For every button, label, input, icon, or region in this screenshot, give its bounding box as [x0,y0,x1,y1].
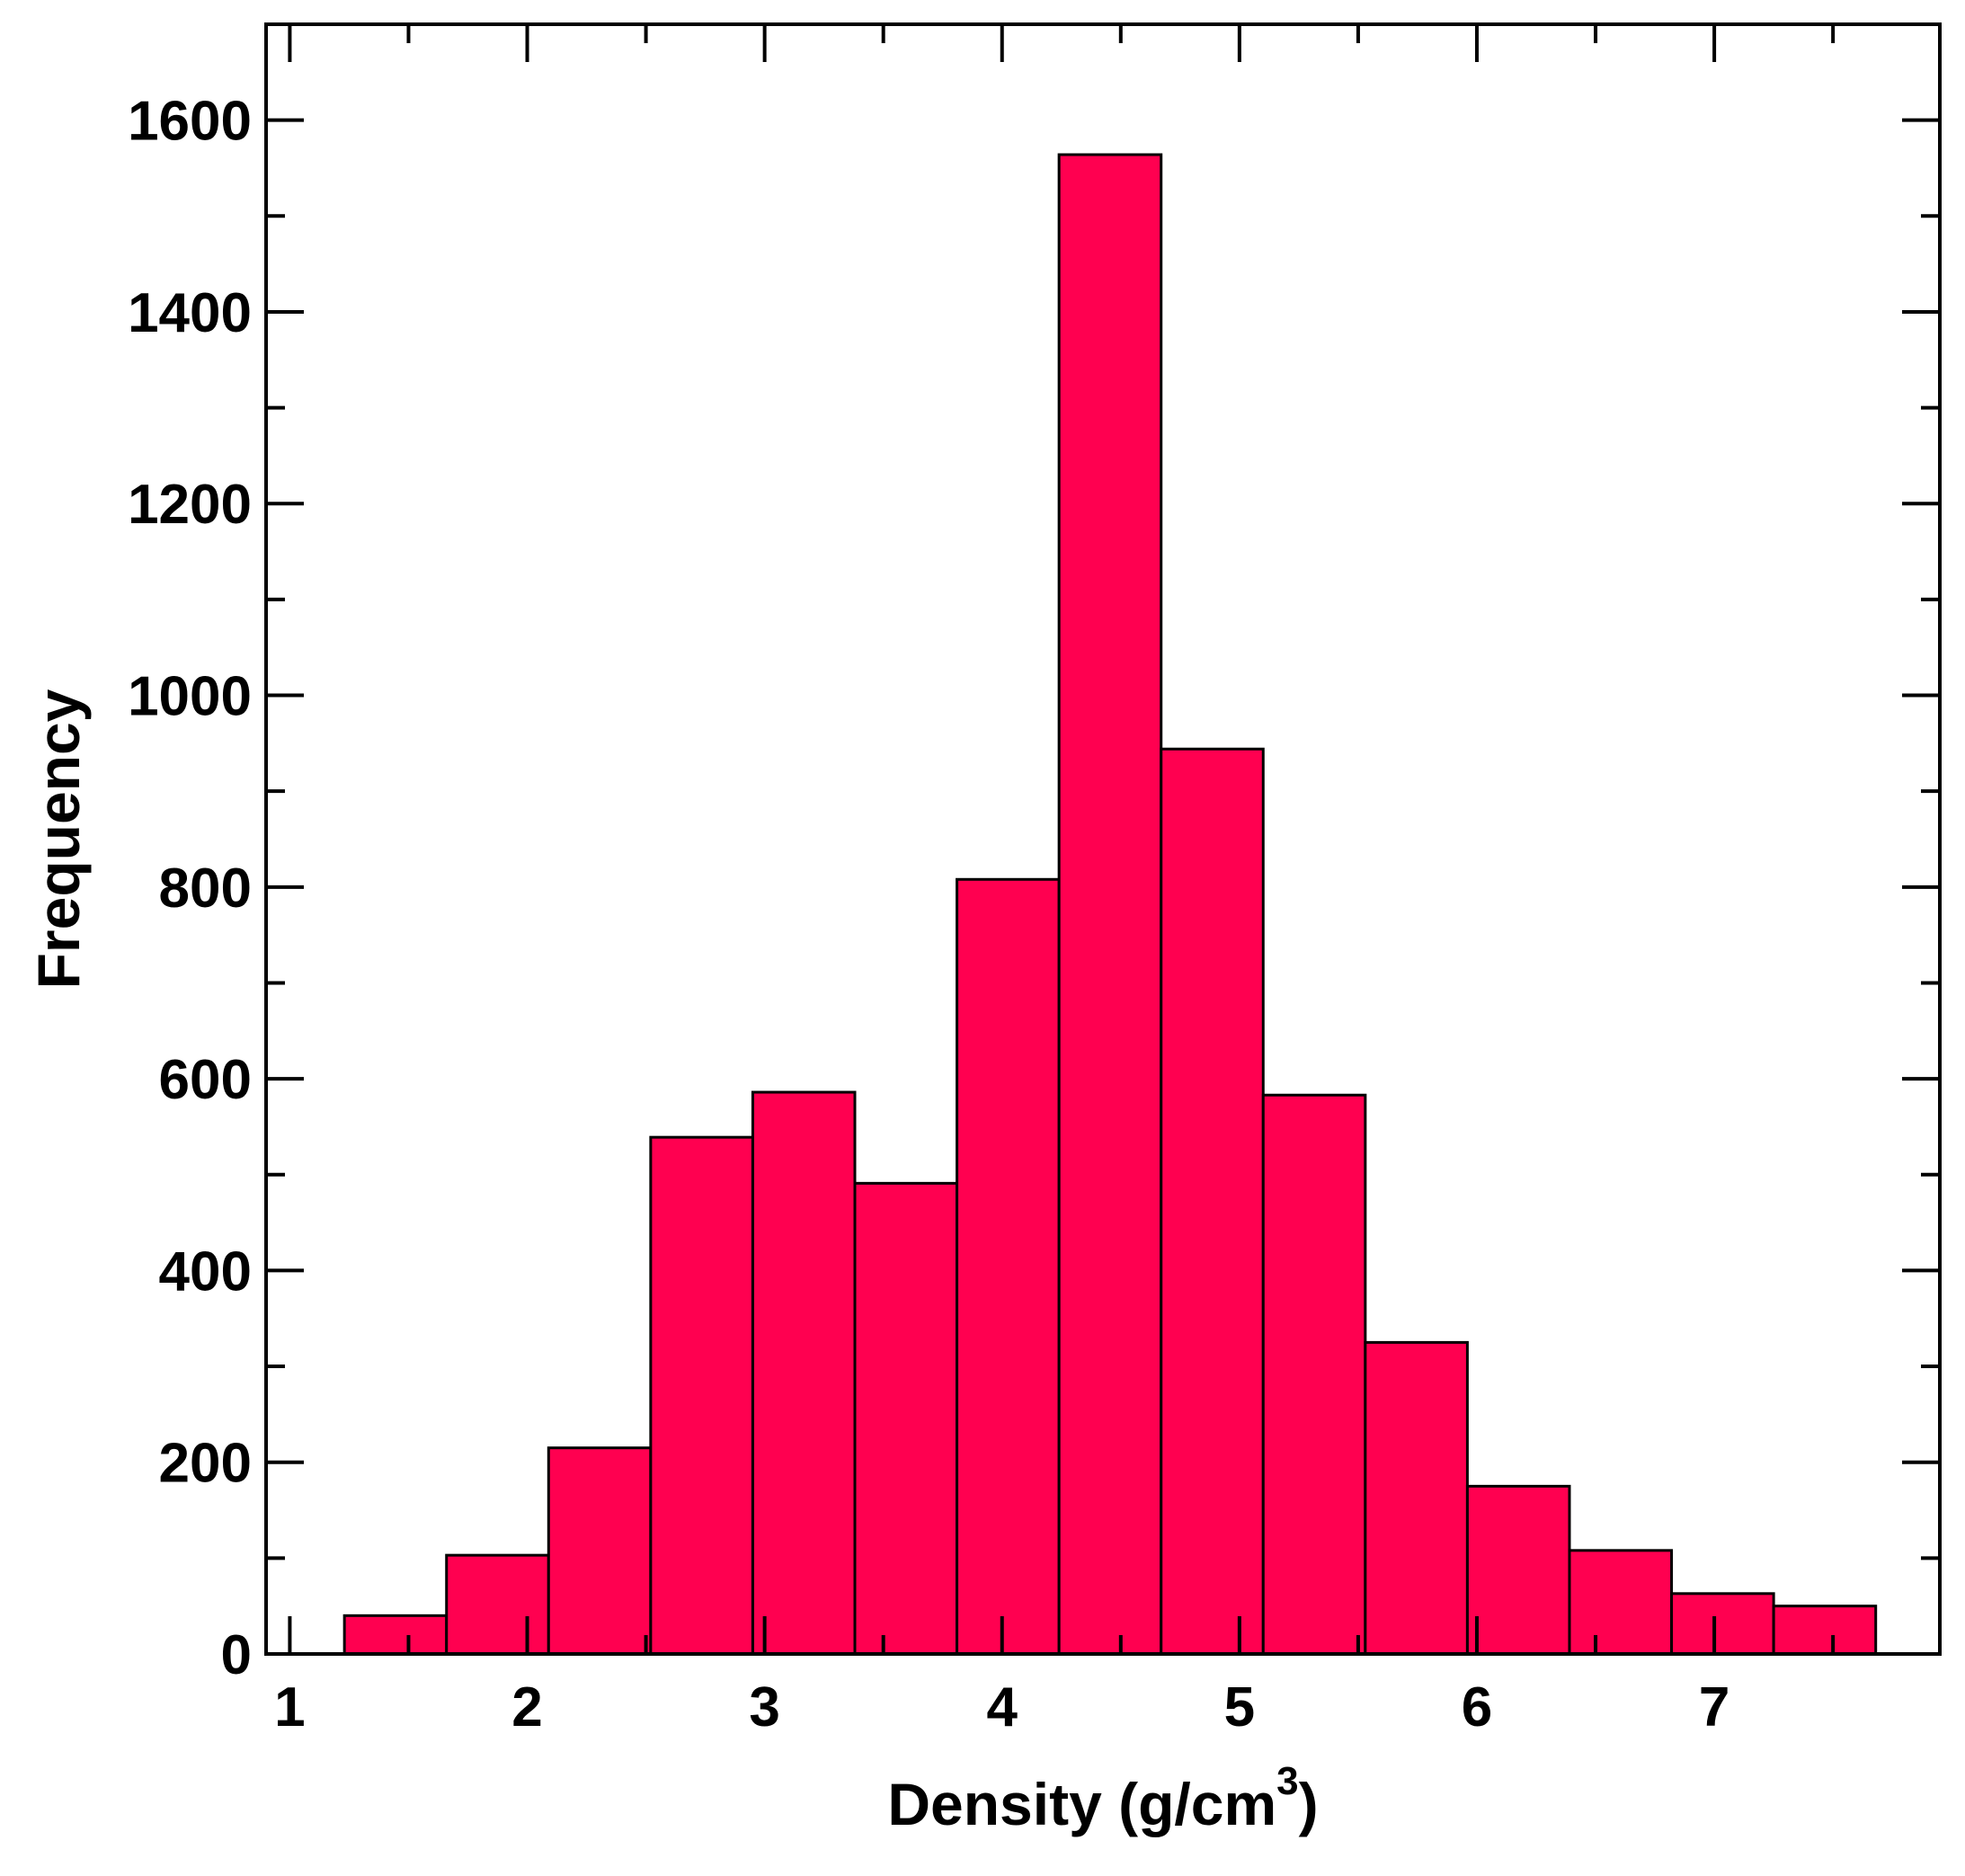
y-tick-label: 1600 [128,91,252,153]
histogram-bar-2 [445,1553,550,1656]
plot-frame [264,22,1942,1656]
histogram-bar-3 [547,1446,653,1656]
y-tick-label: 1000 [128,666,252,728]
y-tick-label: 0 [221,1624,252,1686]
histogram-bar-9 [1160,747,1265,1656]
x-axis-label: Density (g/cm3) [887,1759,1318,1837]
y-tick-labels: 0 200 400 600 800 1000 1200 1400 1600 [128,91,252,1686]
histogram-bar-15 [1772,1605,1878,1656]
histogram-bar-10 [1261,1093,1367,1656]
histogram-bar-11 [1364,1340,1469,1656]
y-axis-label: Frequency [25,689,92,989]
y-tick-label: 1400 [128,282,252,344]
histogram-bar-13 [1568,1549,1674,1656]
x-tick-label: 3 [749,1676,779,1738]
x-tick-label: 2 [511,1676,542,1738]
y-tick-label: 1200 [128,474,252,536]
x-axis-label-main: Density (g/cm [887,1771,1276,1837]
histogram-bar-12 [1465,1484,1571,1656]
y-tick-label: 600 [159,1049,252,1111]
ticks-group [266,24,1940,1656]
x-tick-label: 7 [1699,1676,1729,1738]
y-tick-label: 200 [159,1433,252,1495]
histogram-bar-14 [1670,1592,1775,1656]
histogram-bar-4 [649,1135,754,1656]
x-tick-labels: 1 2 3 4 5 6 7 [274,1676,1729,1738]
y-tick-label: 800 [159,858,252,920]
histogram-bar-8 [1057,153,1163,1656]
histogram-bar-5 [751,1090,857,1656]
x-tick-label: 5 [1224,1676,1255,1738]
x-tick-label: 6 [1462,1676,1492,1738]
y-tick-label: 400 [159,1240,252,1303]
histogram-bar-6 [853,1181,959,1656]
x-tick-label: 1 [274,1676,305,1738]
x-axis-label-superscript: 3 [1276,1759,1298,1803]
histogram-bar-1 [342,1614,449,1656]
x-tick-label: 4 [987,1676,1018,1738]
bars-group [342,153,1878,1656]
x-axis-label-suffix: ) [1299,1771,1319,1837]
histogram-bar-7 [956,877,1061,1656]
